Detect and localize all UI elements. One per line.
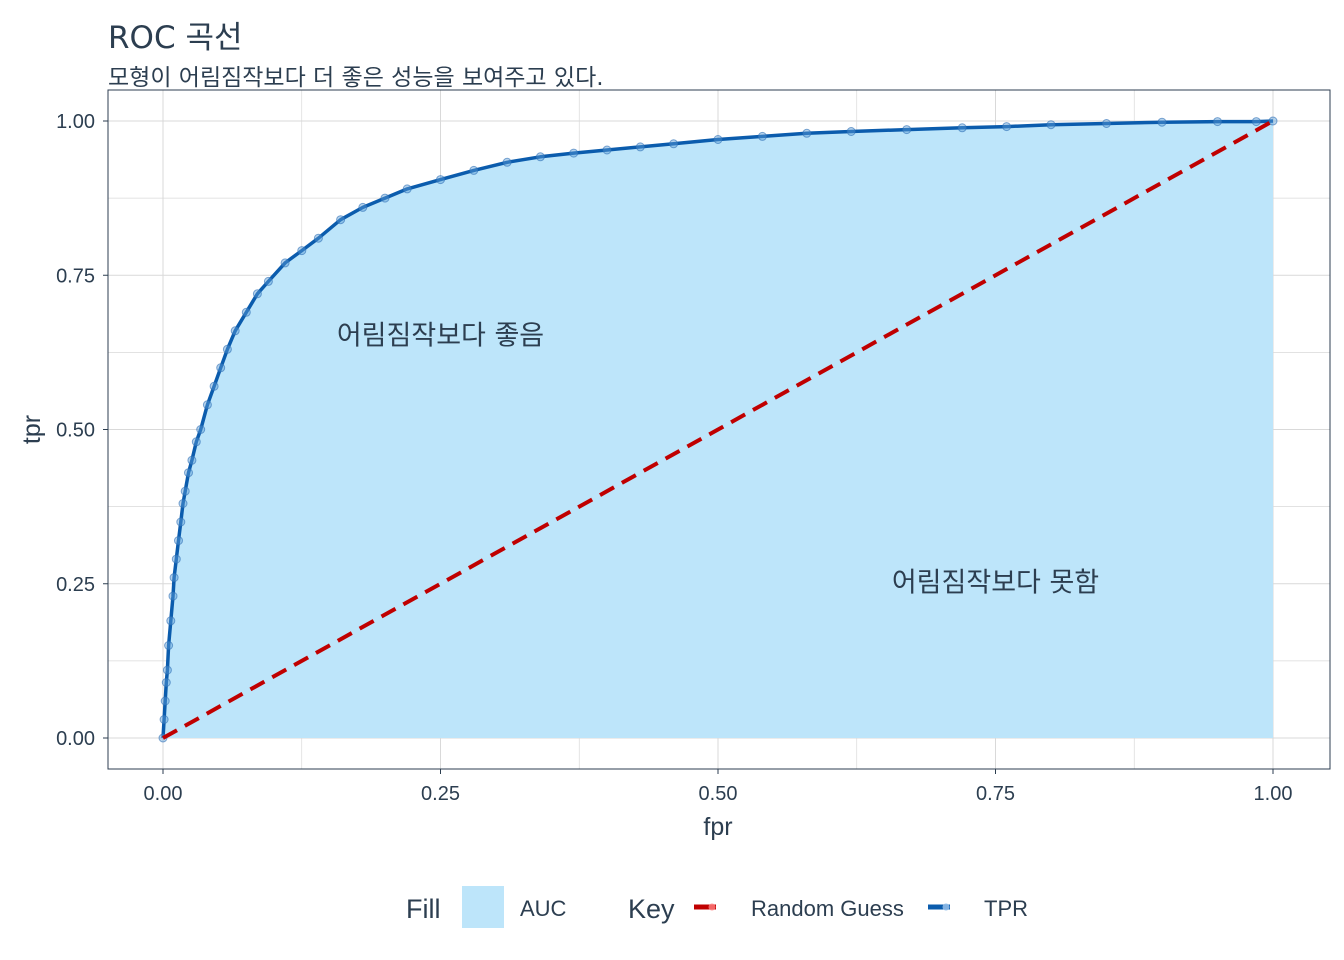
tpr-point — [160, 696, 170, 706]
tpr-point — [569, 148, 579, 158]
tpr-point — [241, 307, 251, 317]
tpr-point — [230, 326, 240, 336]
tpr-point — [164, 641, 174, 650]
tpr-point — [635, 142, 645, 152]
tpr-point — [957, 123, 967, 133]
tpr-point — [713, 135, 723, 144]
tpr-point — [180, 486, 190, 496]
tpr-point — [469, 165, 479, 175]
tpr-point — [196, 425, 206, 434]
tpr-point — [602, 145, 612, 155]
tpr-point — [502, 157, 512, 167]
tpr-point — [1002, 122, 1012, 132]
tpr-point — [263, 276, 273, 286]
tpr-point — [184, 468, 193, 478]
tpr-point — [159, 715, 169, 724]
tpr-point — [358, 202, 368, 212]
tpr-point — [1157, 117, 1167, 127]
tpr-point — [535, 152, 545, 162]
tpr-point — [846, 127, 856, 136]
x-tick-label: 0.25 — [421, 783, 460, 805]
y-tick-label: 1.00 — [56, 111, 95, 133]
tpr-point — [802, 128, 812, 138]
random-guess-line — [162, 119, 1274, 740]
tpr-point — [297, 246, 307, 256]
tpr-line — [161, 119, 1274, 739]
legend-auc-swatch — [462, 886, 504, 928]
tpr-point — [191, 437, 201, 447]
chart-title: ROC 곡선 — [108, 20, 243, 56]
legend-tpr-label: TPR — [984, 896, 1028, 921]
tpr-point — [161, 678, 171, 687]
y-tick-label: 0.25 — [56, 574, 95, 596]
tpr-point — [216, 363, 226, 373]
legend-fill-title: Fill — [406, 894, 441, 924]
x-tick-label: 0.75 — [976, 783, 1015, 805]
x-tick-label: 0.00 — [144, 783, 183, 805]
tpr-point — [187, 455, 197, 465]
tpr-point — [402, 184, 412, 194]
y-tick-label: 0.50 — [56, 420, 95, 442]
legend-random-guess-point — [708, 903, 716, 911]
tpr-point — [380, 193, 390, 203]
tpr-point — [176, 517, 186, 527]
tpr-point — [1251, 117, 1261, 127]
legend-random-guess-label: Random Guess — [751, 896, 904, 921]
tpr-point — [178, 499, 188, 508]
tpr-point — [902, 125, 912, 135]
tpr-point — [202, 400, 212, 410]
tpr-point — [757, 131, 767, 141]
tpr-point — [168, 591, 178, 601]
y-tick-label: 0.00 — [56, 728, 95, 750]
tpr-point — [1213, 117, 1222, 127]
annotation-label: 어림짐작보다 좋음 — [337, 320, 544, 351]
y-tick-label: 0.75 — [56, 265, 95, 287]
tpr-point — [166, 616, 176, 626]
tpr-point — [162, 665, 172, 675]
tpr-point — [1046, 120, 1056, 130]
x-tick-label: 0.50 — [699, 783, 738, 805]
legend-key-title: Key — [628, 894, 675, 924]
legend-tpr-point — [942, 903, 950, 911]
x-axis-title: fpr — [703, 813, 732, 841]
tpr-point — [209, 381, 219, 391]
tpr-point — [174, 536, 183, 546]
tpr-point — [1102, 119, 1111, 128]
x-tick-label: 1.00 — [1254, 783, 1293, 805]
tpr-point — [222, 344, 232, 354]
tpr-point — [669, 139, 679, 149]
tpr-point — [252, 289, 262, 299]
y-axis-title: tpr — [18, 415, 46, 444]
annotation-label: 어림짐작보다 못함 — [892, 567, 1099, 598]
tpr-point — [280, 258, 290, 268]
tpr-point — [436, 175, 445, 185]
tpr-point — [1268, 116, 1278, 126]
tpr-point — [171, 554, 181, 564]
tpr-point — [313, 233, 323, 243]
legend-auc-label: AUC — [520, 896, 567, 921]
chart-subtitle: 모형이 어림짐작보다 더 좋은 성능을 보여주고 있다. — [108, 65, 604, 91]
tpr-point — [169, 573, 179, 583]
tpr-point — [336, 215, 346, 225]
